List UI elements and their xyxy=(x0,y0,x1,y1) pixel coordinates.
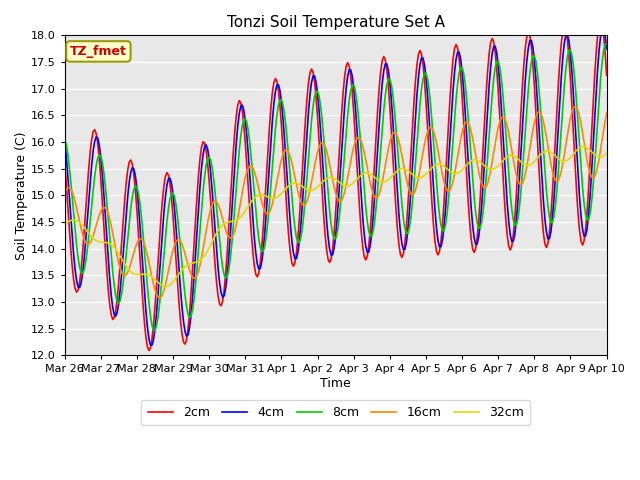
32cm xyxy=(603,150,611,156)
2cm xyxy=(76,279,83,285)
32cm xyxy=(162,284,170,289)
8cm xyxy=(538,125,546,131)
2cm xyxy=(596,17,604,23)
2cm xyxy=(389,154,397,159)
4cm xyxy=(538,175,546,180)
4cm xyxy=(603,46,611,52)
8cm xyxy=(371,217,379,223)
Line: 16cm: 16cm xyxy=(65,107,607,298)
16cm xyxy=(156,295,163,301)
4cm xyxy=(76,285,83,290)
16cm xyxy=(538,113,546,119)
Title: Tonzi Soil Temperature Set A: Tonzi Soil Temperature Set A xyxy=(227,15,445,30)
16cm xyxy=(401,168,409,174)
4cm xyxy=(389,118,397,123)
16cm xyxy=(603,110,611,116)
2cm xyxy=(61,157,68,163)
32cm xyxy=(538,150,546,156)
32cm xyxy=(371,175,379,180)
8cm xyxy=(603,41,611,47)
2cm xyxy=(145,348,153,353)
16cm xyxy=(61,191,68,196)
32cm xyxy=(163,284,171,289)
16cm xyxy=(571,104,579,109)
32cm xyxy=(579,144,586,149)
32cm xyxy=(76,219,83,225)
Line: 4cm: 4cm xyxy=(65,29,607,345)
4cm xyxy=(401,247,409,252)
32cm xyxy=(401,166,409,172)
Text: TZ_fmet: TZ_fmet xyxy=(70,45,127,58)
4cm xyxy=(163,182,171,188)
2cm xyxy=(603,72,611,78)
Line: 2cm: 2cm xyxy=(65,20,607,350)
8cm xyxy=(76,264,83,270)
4cm xyxy=(600,26,607,32)
16cm xyxy=(163,275,171,281)
Line: 8cm: 8cm xyxy=(65,44,607,330)
32cm xyxy=(61,220,68,226)
Line: 32cm: 32cm xyxy=(65,146,607,287)
16cm xyxy=(389,131,397,136)
16cm xyxy=(371,194,379,200)
2cm xyxy=(538,213,546,219)
4cm xyxy=(61,136,68,142)
8cm xyxy=(61,136,68,142)
Legend: 2cm, 4cm, 8cm, 16cm, 32cm: 2cm, 4cm, 8cm, 16cm, 32cm xyxy=(141,400,530,425)
8cm xyxy=(151,327,159,333)
32cm xyxy=(389,172,397,178)
4cm xyxy=(148,342,156,348)
2cm xyxy=(401,240,409,246)
2cm xyxy=(371,156,379,162)
2cm xyxy=(163,170,171,176)
16cm xyxy=(76,219,83,225)
Y-axis label: Soil Temperature (C): Soil Temperature (C) xyxy=(15,131,28,260)
X-axis label: Time: Time xyxy=(320,377,351,390)
4cm xyxy=(371,192,379,197)
8cm xyxy=(389,91,397,97)
8cm xyxy=(163,218,171,224)
8cm xyxy=(401,225,409,231)
